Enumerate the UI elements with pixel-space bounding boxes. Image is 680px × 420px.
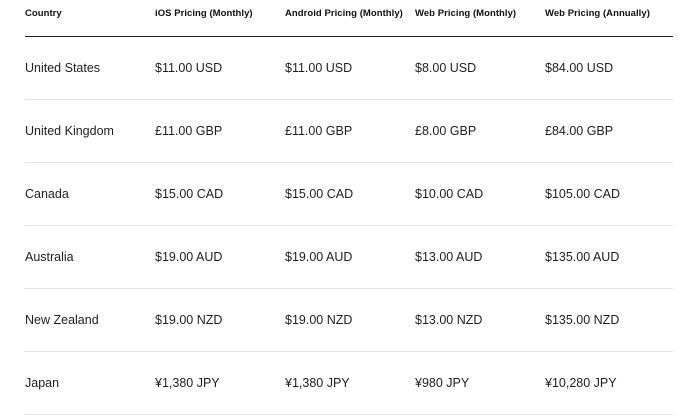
cell-country: New Zealand [25,288,155,352]
cell-web-annually: £84.00 GBP [545,99,673,163]
table-header: Country iOS Pricing (Monthly) Android Pr… [25,0,673,37]
header-android-monthly: Android Pricing (Monthly) [285,0,415,37]
cell-web-annually: ¥10,280 JPY [545,351,673,415]
table-row: United Kingdom £11.00 GBP £11.00 GBP £8.… [25,99,673,163]
header-web-annually: Web Pricing (Annually) [545,0,673,37]
cell-web-monthly: £8.00 GBP [415,99,545,163]
cell-ios-monthly: $15.00 CAD [155,162,285,226]
cell-web-annually: $84.00 USD [545,36,673,100]
cell-android-monthly: $19.00 AUD [285,225,415,289]
cell-android-monthly: £11.00 GBP [285,99,415,163]
header-row: Country iOS Pricing (Monthly) Android Pr… [25,0,673,37]
table-row: Australia $19.00 AUD $19.00 AUD $13.00 A… [25,225,673,289]
cell-web-monthly: $10.00 CAD [415,162,545,226]
cell-country: Japan [25,351,155,415]
header-ios-monthly: iOS Pricing (Monthly) [155,0,285,37]
cell-android-monthly: $11.00 USD [285,36,415,100]
table-row: Japan ¥1,380 JPY ¥1,380 JPY ¥980 JPY ¥10… [25,351,673,415]
header-web-monthly: Web Pricing (Monthly) [415,0,545,37]
table-row: United States $11.00 USD $11.00 USD $8.0… [25,36,673,100]
cell-android-monthly: $19.00 NZD [285,288,415,352]
cell-web-annually: $135.00 NZD [545,288,673,352]
table-row: Canada $15.00 CAD $15.00 CAD $10.00 CAD … [25,162,673,226]
table-body: United States $11.00 USD $11.00 USD $8.0… [25,36,673,415]
cell-ios-monthly: $19.00 AUD [155,225,285,289]
cell-android-monthly: $15.00 CAD [285,162,415,226]
cell-ios-monthly: ¥1,380 JPY [155,351,285,415]
cell-country: Australia [25,225,155,289]
cell-country: United States [25,36,155,100]
cell-country: Canada [25,162,155,226]
cell-web-annually: $135.00 AUD [545,225,673,289]
cell-web-monthly: $13.00 NZD [415,288,545,352]
cell-country: United Kingdom [25,99,155,163]
cell-ios-monthly: $19.00 NZD [155,288,285,352]
table-row: New Zealand $19.00 NZD $19.00 NZD $13.00… [25,288,673,352]
cell-web-monthly: $8.00 USD [415,36,545,100]
cell-ios-monthly: $11.00 USD [155,36,285,100]
cell-web-monthly: ¥980 JPY [415,351,545,415]
cell-web-monthly: $13.00 AUD [415,225,545,289]
header-country: Country [25,0,155,37]
cell-ios-monthly: £11.00 GBP [155,99,285,163]
cell-web-annually: $105.00 CAD [545,162,673,226]
pricing-table: Country iOS Pricing (Monthly) Android Pr… [25,0,673,415]
cell-android-monthly: ¥1,380 JPY [285,351,415,415]
